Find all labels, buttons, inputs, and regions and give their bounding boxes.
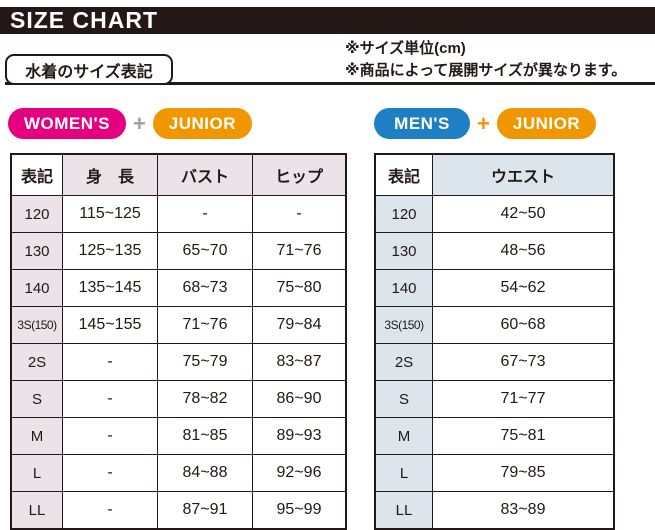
junior-badge: JUNIOR [496,108,597,139]
measurement-cell: 78~82 [157,380,253,418]
mens-badge: MEN'S [374,108,470,139]
size-code-cell: 3S(150) [10,306,63,344]
size-code-cell: 2S [374,343,433,381]
table-row: 140 54~62 [374,269,615,307]
junior-badge: JUNIOR [152,108,253,139]
size-code-cell: 120 [10,195,63,233]
measurement-cell: 84~88 [157,454,253,492]
section-label: 水着のサイズ表記 [5,54,173,85]
size-code-cell: 140 [374,269,433,307]
table-row: 3S(150) 60~68 [374,306,615,344]
column-header: 身 長 [62,153,158,196]
column-header: 表記 [374,153,433,196]
measurement-cell: - [252,195,347,233]
table-row: M -81~85 89~93 [10,417,347,455]
column-header: バスト [157,153,253,196]
title-bar: SIZE CHART [0,7,655,34]
measurement-cell: 125~135 [62,232,158,270]
womens-junior-badges: WOMEN'S + JUNIOR [8,108,253,139]
measurement-cell: 42~50 [432,195,615,233]
measurement-cell: 83~87 [252,343,347,381]
size-code-cell: S [374,380,433,418]
measurement-cell: 71~76 [157,306,253,344]
table-row: L 79~85 [374,454,615,492]
table-row: 120 42~50 [374,195,615,233]
table-row: 3S(150) 145~155 71~76 79~84 [10,306,347,344]
measurement-cell: 75~81 [432,417,615,455]
table-row: LL 83~89 [374,491,615,530]
note-size-unit: ※サイズ単位(cm) [345,40,466,57]
table-row: LL -87~91 95~99 [10,491,347,530]
header-row: 表記 ウエスト [374,153,615,196]
size-code-cell: LL [374,491,433,530]
mens-size-table: 表記 ウエスト 120 42~50 130 48~56 140 54~62 3S(150) 60~… [374,153,615,530]
table-row: L -84~88 92~96 [10,454,347,492]
size-code-cell: 140 [10,269,63,307]
table-row: 130 48~56 [374,232,615,270]
measurement-cell: 79~84 [252,306,347,344]
measurement-cell: 115~125 [62,195,158,233]
measurement-cell: 145~155 [62,306,158,344]
size-code-cell: M [10,417,63,455]
measurement-cell: 79~85 [432,454,615,492]
size-code-cell: 3S(150) [374,306,433,344]
table-row: S 71~77 [374,380,615,418]
womens-badge: WOMEN'S [8,108,126,139]
womens-size-table: 表記身 長バスト ヒップ 120 115~125- -130 125~135 65~70 71… [10,153,347,530]
table-row: 120 115~125- - [10,195,347,233]
column-header: ヒップ [252,153,347,196]
notes-block: ※サイズ単位(cm) ※商品によって展開サイズが異なります。 [345,38,626,82]
measurement-cell: - [157,195,253,233]
size-code-cell: M [374,417,433,455]
measurement-cell: - [62,491,158,530]
table-row: 2S 67~73 [374,343,615,381]
measurement-cell: - [62,380,158,418]
measurement-cell: 48~56 [432,232,615,270]
size-code-cell: LL [10,491,63,530]
size-code-cell: L [374,454,433,492]
measurement-cell: 89~93 [252,417,347,455]
column-header: ウエスト [432,153,615,196]
table-row: M 75~81 [374,417,615,455]
measurement-cell: 92~96 [252,454,347,492]
measurement-cell: - [62,343,158,381]
measurement-cell: 60~68 [432,306,615,344]
measurement-cell: 75~80 [252,269,347,307]
table-row: 130 125~135 65~70 71~76 [10,232,347,270]
header-row: 表記身 長バスト ヒップ [10,153,347,196]
measurement-cell: 83~89 [432,491,615,530]
measurement-cell: 86~90 [252,380,347,418]
mens-junior-badges: MEN'S + JUNIOR [374,108,597,139]
measurement-cell: 71~76 [252,232,347,270]
measurement-cell: 68~73 [157,269,253,307]
measurement-cell: 71~77 [432,380,615,418]
size-code-cell: S [10,380,63,418]
size-code-cell: 130 [374,232,433,270]
measurement-cell: 95~99 [252,491,347,530]
size-code-cell: L [10,454,63,492]
column-header: 表記 [10,153,63,196]
plus-sign: + [477,110,490,136]
measurement-cell: 54~62 [432,269,615,307]
plus-sign: + [132,110,146,136]
measurement-cell: 67~73 [432,343,615,381]
measurement-cell: 65~70 [157,232,253,270]
measurement-cell: 87~91 [157,491,253,530]
measurement-cell: 81~85 [157,417,253,455]
size-code-cell: 130 [10,232,63,270]
measurement-cell: - [62,454,158,492]
size-code-cell: 120 [374,195,433,233]
divider-line [5,82,655,85]
measurement-cell: - [62,417,158,455]
table-row: S -78~82 86~90 [10,380,347,418]
measurement-cell: 75~79 [157,343,253,381]
table-row: 140 135~145 68~73 75~80 [10,269,347,307]
size-code-cell: 2S [10,343,63,381]
table-row: 2S -75~79 83~87 [10,343,347,381]
section-label-text: 水着のサイズ表記 [25,63,153,81]
measurement-cell: 135~145 [62,269,158,307]
page-title: SIZE CHART [10,7,158,33]
note-availability: ※商品によって展開サイズが異なります。 [345,62,627,79]
